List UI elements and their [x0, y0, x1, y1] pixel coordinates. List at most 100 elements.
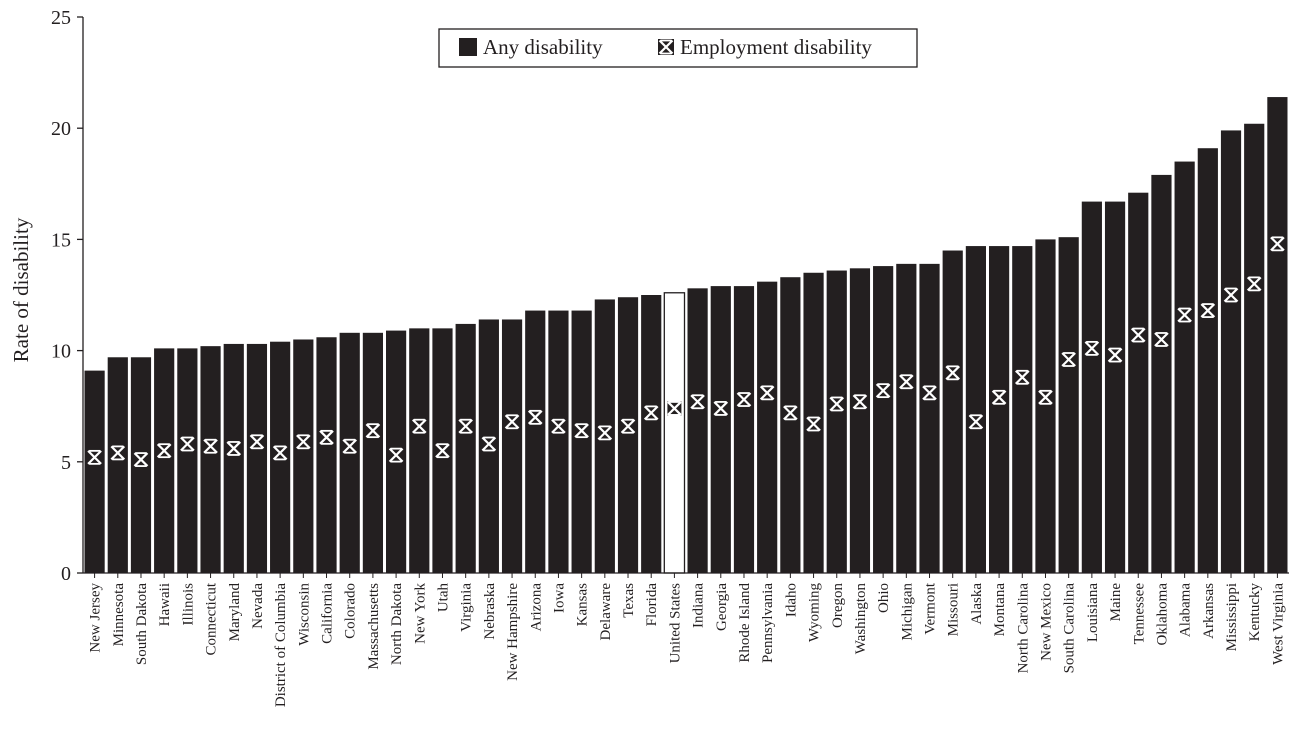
marker-pennsylvania — [759, 385, 775, 401]
x-label-district-of-columbia: District of Columbia — [273, 583, 289, 707]
x-label-louisiana: Louisiana — [1085, 583, 1101, 642]
x-label-georgia: Georgia — [714, 583, 730, 631]
x-label-pennsylvania: Pennsylvania — [760, 583, 776, 663]
legend: Any disability Employment disability — [438, 28, 918, 68]
bar-illinois — [177, 348, 198, 573]
x-label-alaska: Alaska — [969, 583, 985, 625]
x-label-arizona: Arizona — [528, 583, 544, 632]
bar-maryland — [223, 343, 244, 573]
x-label-alabama: Alabama — [1178, 583, 1194, 637]
x-label-kansas: Kansas — [575, 583, 591, 626]
x-label-mississippi: Mississippi — [1224, 583, 1240, 651]
marker-virginia — [458, 418, 473, 434]
x-label-iowa: Iowa — [551, 583, 567, 613]
marker-new-mexico — [1038, 389, 1053, 405]
marker-massachusetts — [365, 423, 381, 439]
bar-new-mexico — [1035, 239, 1056, 573]
y-tick-label-0: 0 — [61, 563, 71, 585]
x-label-arkansas: Arkansas — [1201, 583, 1217, 639]
marker-hawaii — [156, 443, 172, 459]
bar-washington — [849, 268, 871, 573]
y-tick-label-5: 5 — [61, 452, 71, 474]
bar-iowa — [548, 310, 569, 573]
x-label-nevada: Nevada — [250, 583, 266, 629]
axes-layer: 0 5 10 15 20 25 — [51, 7, 1289, 585]
bar-indiana — [687, 288, 708, 573]
marker-louisiana — [1084, 340, 1100, 356]
bar-minnesota — [107, 357, 128, 573]
x-label-rhode-island: Rhode Island — [737, 583, 753, 663]
bar-north-dakota — [386, 330, 407, 573]
x-label-california: California — [320, 583, 336, 644]
marker-missouri — [945, 365, 960, 381]
x-label-illinois: Illinois — [180, 583, 196, 626]
marker-oklahoma — [1154, 332, 1169, 347]
marker-ohio — [875, 383, 891, 399]
bar-alaska — [965, 246, 986, 573]
marker-alabama — [1177, 307, 1192, 323]
x-label-colorado: Colorado — [343, 583, 359, 639]
marker-minnesota — [110, 445, 126, 461]
x-label-texas: Texas — [621, 583, 637, 618]
bar-rhode-island — [733, 286, 755, 573]
marker-maine — [1107, 347, 1123, 363]
x-label-nebraska: Nebraska — [482, 583, 498, 640]
bar-south-carolina — [1058, 237, 1079, 573]
bar-alabama — [1174, 161, 1195, 573]
x-label-hawaii: Hawaii — [157, 583, 173, 626]
bar-united-states — [663, 292, 686, 574]
legend-marker-glyph — [658, 39, 674, 55]
x-label-new-jersey: New Jersey — [88, 583, 104, 653]
x-label-vermont: Vermont — [923, 582, 939, 634]
marker-kentucky — [1246, 276, 1262, 292]
legend-label-employment-disability: Employment disability — [680, 35, 872, 59]
x-label-maryland: Maryland — [227, 583, 243, 642]
marker-illinois — [180, 436, 195, 452]
marker-new-hampshire — [504, 414, 520, 430]
x-label-massachusetts: Massachusetts — [366, 583, 382, 670]
x-label-oregon: Oregon — [830, 583, 846, 628]
x-label-maine: Maine — [1108, 583, 1124, 622]
marker-tennessee — [1130, 327, 1146, 343]
x-label-indiana: Indiana — [691, 583, 707, 628]
bar-oregon — [826, 270, 847, 573]
bars-layer — [84, 97, 1288, 574]
legend-box — [438, 28, 918, 68]
bar-nebraska — [478, 319, 499, 573]
bar-louisiana — [1081, 201, 1102, 574]
bar-arkansas — [1197, 148, 1218, 573]
bar-kansas — [571, 310, 592, 573]
marker-new-jersey — [87, 449, 102, 465]
marker-arkansas — [1200, 303, 1216, 318]
x-label-tennessee: Tennessee — [1131, 583, 1147, 645]
marker-oregon — [829, 396, 845, 412]
x-label-kentucky: Kentucky — [1247, 583, 1263, 642]
x-label-idaho: Idaho — [783, 583, 799, 617]
bar-wisconsin — [293, 339, 314, 573]
legend-label-any-disability: Any disability — [483, 35, 603, 59]
bar-ohio — [873, 266, 894, 573]
x-label-south-carolina: South Carolina — [1062, 583, 1078, 674]
bar-hawaii — [154, 348, 175, 573]
marker-mississippi — [1223, 287, 1239, 303]
x-label-oklahoma: Oklahoma — [1154, 583, 1170, 646]
bar-idaho — [780, 277, 801, 573]
marker-wyoming — [806, 416, 821, 432]
marker-iowa — [551, 418, 566, 434]
x-label-virginia: Virginia — [459, 583, 475, 632]
y-tick-label-10: 10 — [51, 341, 71, 363]
x-label-wyoming: Wyoming — [807, 583, 823, 643]
x-label-united-states: United States — [667, 583, 683, 664]
bar-georgia — [710, 286, 731, 573]
bar-texas — [617, 297, 639, 573]
x-label-washington: Washington — [853, 583, 869, 655]
marker-michigan — [899, 374, 914, 390]
bar-nevada — [246, 343, 268, 573]
x-label-ohio: Ohio — [876, 583, 892, 613]
marker-new-york — [412, 418, 427, 434]
marker-nebraska — [481, 436, 497, 452]
marker-north-carolina — [1015, 369, 1030, 385]
bar-florida — [641, 295, 662, 573]
bar-virginia — [455, 323, 476, 573]
